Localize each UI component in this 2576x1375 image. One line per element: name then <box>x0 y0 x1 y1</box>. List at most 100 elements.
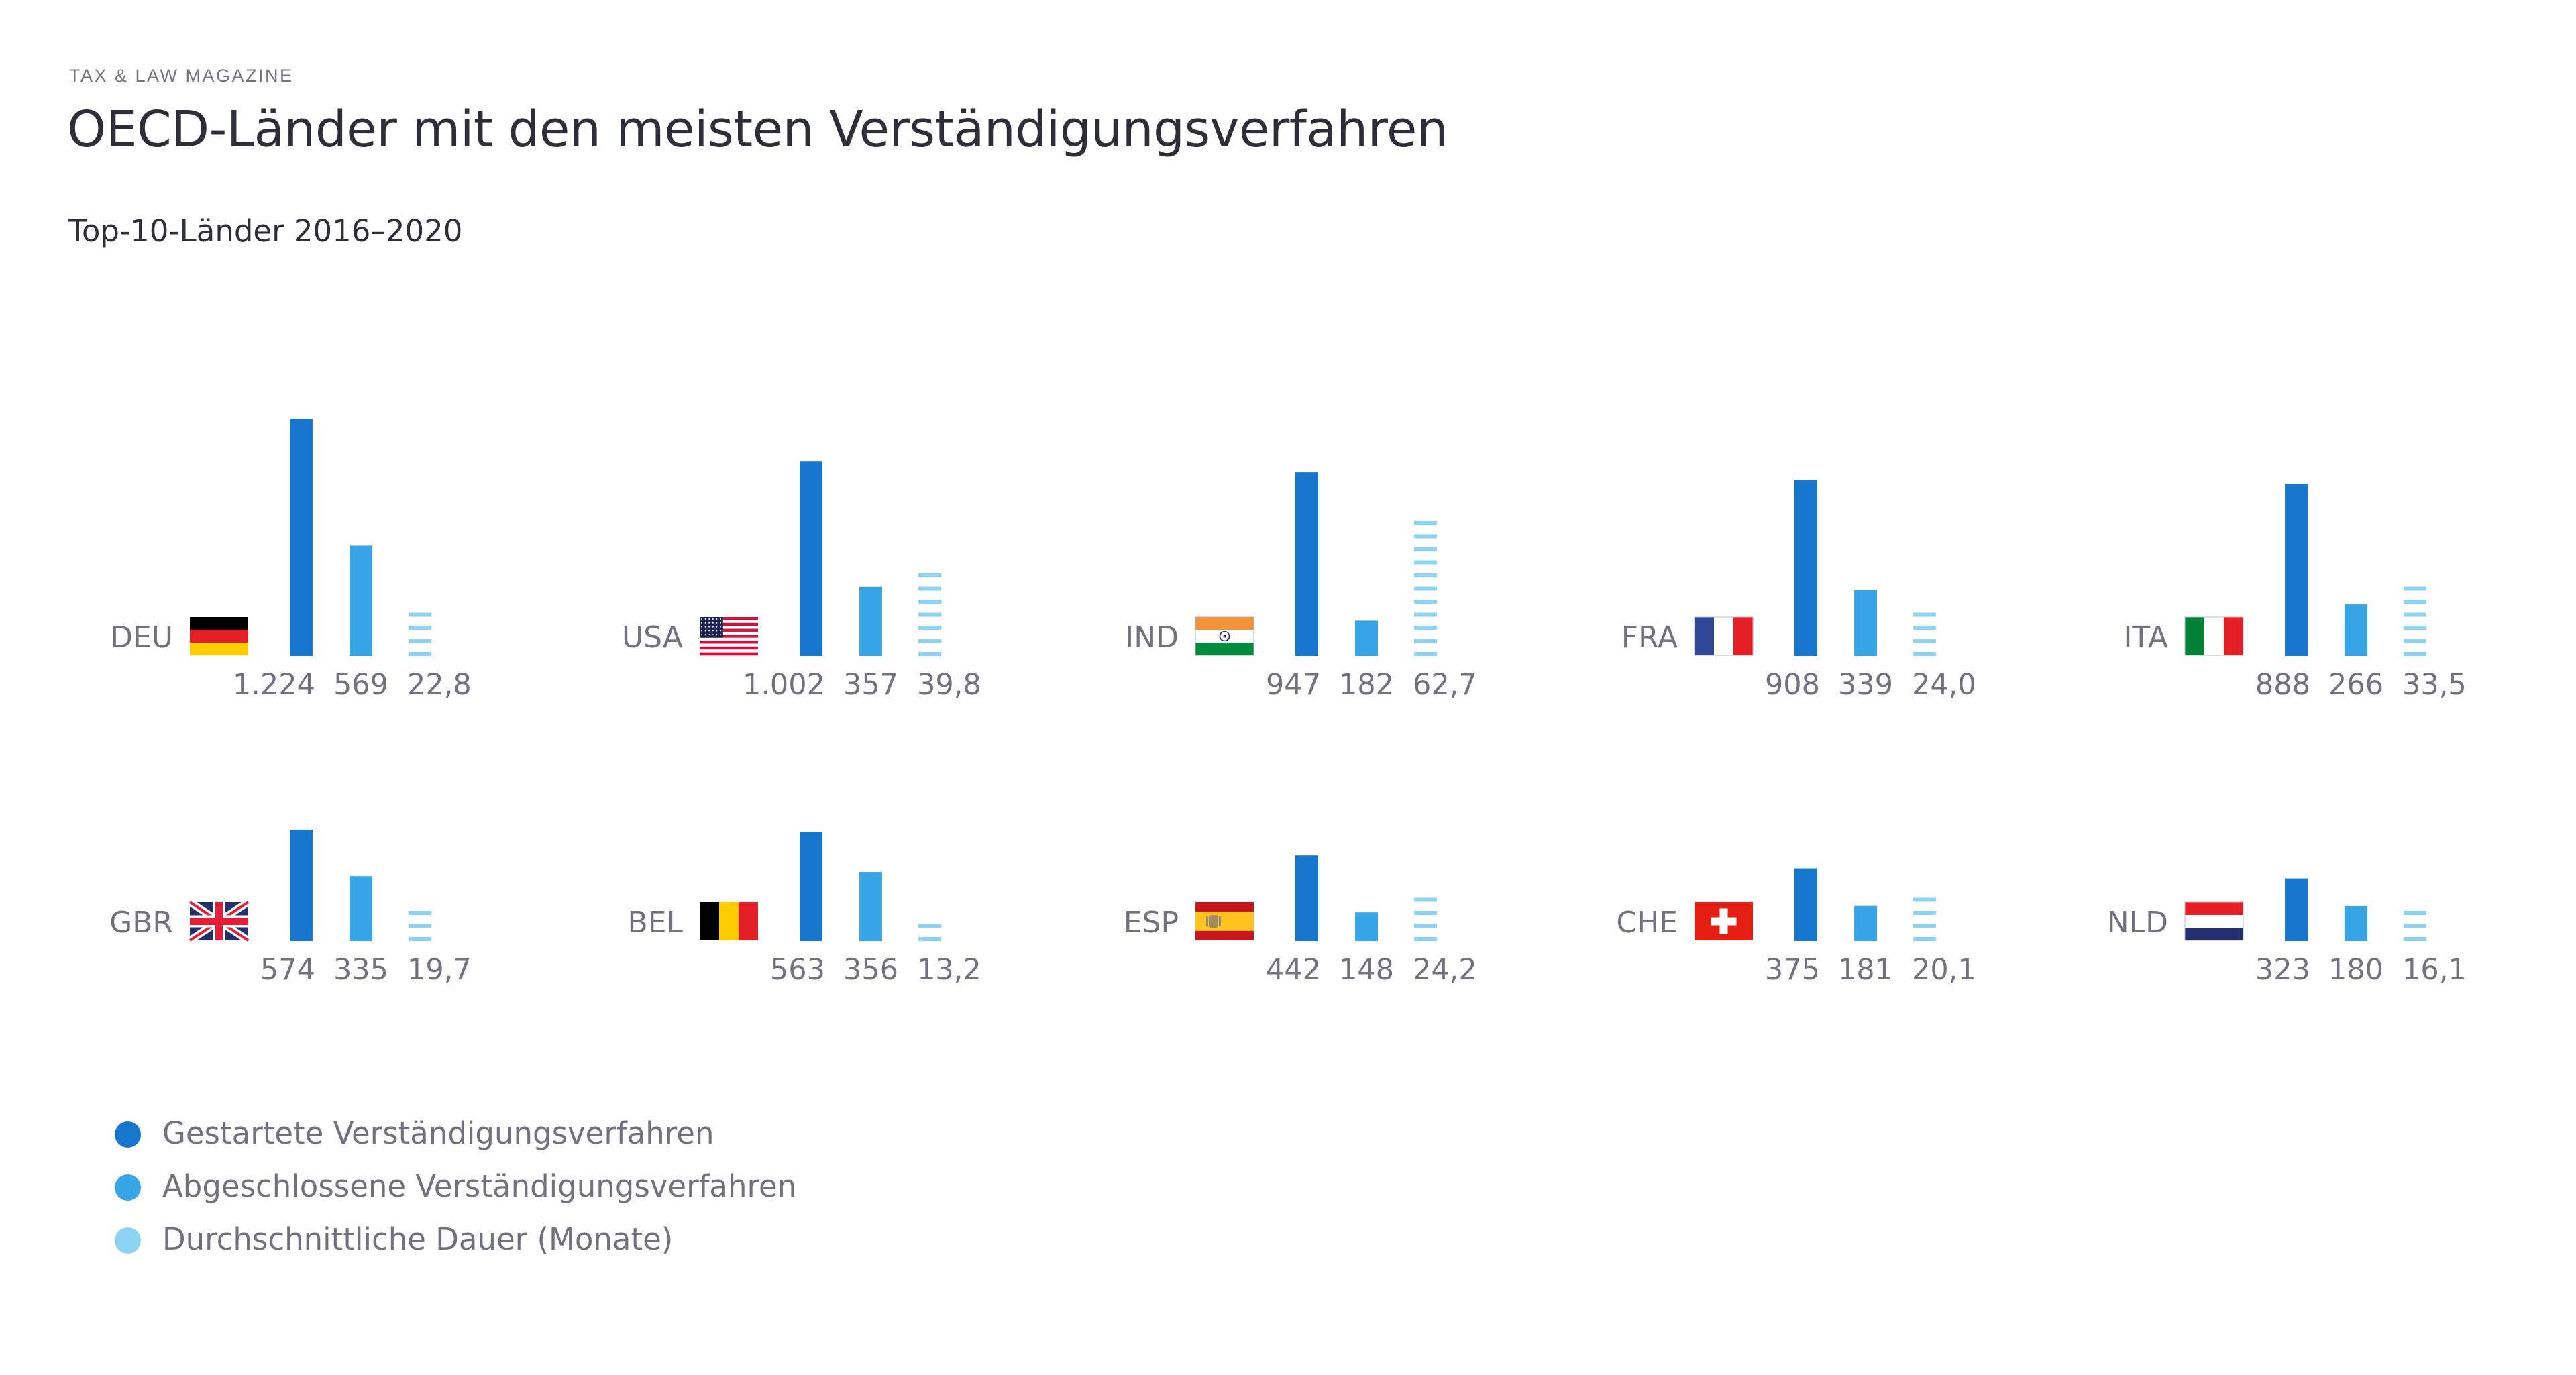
country-label: CHE <box>1616 905 1678 940</box>
bar-started <box>1794 868 1817 941</box>
legend-dot-duration-icon <box>115 1227 141 1254</box>
duration-dash <box>2404 911 2426 915</box>
bar-closed <box>2345 905 2367 941</box>
value-label-closed: 266 <box>2328 668 2383 702</box>
country-label: ESP <box>1124 905 1179 940</box>
border <box>2184 901 2244 941</box>
flag-germany-icon <box>190 617 248 655</box>
duration-dash <box>409 652 431 656</box>
duration-dash <box>409 937 431 941</box>
bar-closed <box>1355 620 1378 656</box>
bar-started <box>2285 484 2308 656</box>
duration-dash <box>1414 652 1437 656</box>
stripe <box>1714 617 1733 655</box>
bar-started <box>800 461 822 656</box>
value-label-duration: 16,1 <box>2402 953 2467 987</box>
star <box>716 626 718 628</box>
duration-dash <box>1414 897 1437 902</box>
stripe <box>700 641 758 644</box>
flag-switzerland-icon <box>1695 902 1753 940</box>
duration-dash <box>1414 534 1437 539</box>
duration-dash <box>1414 600 1437 604</box>
star <box>720 618 721 620</box>
duration-dash <box>1913 626 1936 630</box>
duration-dash <box>1913 612 1936 617</box>
star <box>720 630 721 632</box>
country-label: ITA <box>2123 620 2168 655</box>
duration-dash <box>409 639 431 643</box>
stripe <box>190 617 248 630</box>
canton <box>700 617 723 638</box>
country-group-deu: DEU 1.224 569 22,8 <box>110 419 472 702</box>
star <box>704 618 706 620</box>
value-label-closed: 148 <box>1339 953 1394 987</box>
chart-title: OECD-Länder mit den meisten Verständigun… <box>67 101 1448 158</box>
value-label-duration: 24,2 <box>1413 953 1477 987</box>
value-label-duration: 39,8 <box>917 668 981 702</box>
star <box>704 622 706 624</box>
bar-closed <box>1854 590 1877 656</box>
duration-dash <box>1414 586 1437 591</box>
stripe <box>700 643 758 647</box>
country-label: BEL <box>628 905 684 940</box>
duration-dash <box>918 626 941 630</box>
bar-closed <box>350 876 372 941</box>
value-label-closed: 356 <box>843 953 898 987</box>
border <box>1694 616 1754 656</box>
country-group-fra: FRA 908 339 24,0 <box>1621 480 1976 702</box>
country-label: NLD <box>2107 905 2168 940</box>
stripe <box>2204 617 2224 655</box>
star <box>708 622 710 624</box>
duration-dash <box>409 911 431 915</box>
duration-dash <box>409 924 431 928</box>
stripe <box>700 626 758 629</box>
chakra <box>1219 630 1230 642</box>
stripe <box>2185 915 2243 928</box>
magazine-label: TAX & LAW MAGAZINE <box>69 66 294 86</box>
stripe <box>700 622 758 626</box>
dash-bar-duration <box>2404 911 2426 941</box>
flag-netherlands-icon <box>2184 901 2244 941</box>
flag-belgium-icon <box>700 902 758 940</box>
star <box>708 626 710 628</box>
country-group-che: CHE 375 181 20,1 <box>1616 868 1976 987</box>
stripe <box>700 902 719 940</box>
flag-india-icon <box>1195 616 1254 656</box>
legend-dot-closed-icon <box>115 1174 141 1201</box>
star <box>701 618 702 620</box>
duration-dash <box>1913 652 1936 656</box>
duration-dash <box>1414 547 1437 551</box>
stripe <box>1195 912 1254 931</box>
country-label: GBR <box>109 905 173 940</box>
stripe <box>1695 617 1714 655</box>
stripe <box>700 628 758 632</box>
value-label-closed: 181 <box>1838 953 1893 987</box>
country-group-esp: ESP 442 148 24,2 <box>1124 855 1477 987</box>
star <box>704 630 706 632</box>
stripe <box>1195 617 1254 630</box>
duration-dash <box>1414 937 1437 941</box>
flag-france-icon <box>1694 616 1754 656</box>
country-label: USA <box>622 620 683 655</box>
stripe <box>1733 617 1753 655</box>
value-label-duration: 62,7 <box>1413 668 1477 702</box>
bar-closed <box>1355 912 1378 941</box>
duration-dash <box>1913 897 1936 902</box>
value-label-closed: 339 <box>1838 668 1893 702</box>
bar-closed <box>859 586 882 656</box>
flag-uk-icon <box>187 899 251 944</box>
stripe <box>700 637 758 641</box>
value-label-closed: 335 <box>333 953 388 987</box>
duration-dash <box>1414 911 1437 915</box>
star <box>701 626 702 628</box>
duration-dash <box>1414 521 1437 525</box>
coat-of-arms <box>1209 915 1218 928</box>
stripe <box>2185 928 2243 940</box>
duration-dash <box>918 652 941 656</box>
stripe <box>190 630 248 643</box>
stripe <box>2185 617 2204 655</box>
star <box>720 626 721 628</box>
dash-bar-duration <box>2404 586 2426 656</box>
star <box>716 622 718 624</box>
dash-bar-duration <box>918 924 941 941</box>
